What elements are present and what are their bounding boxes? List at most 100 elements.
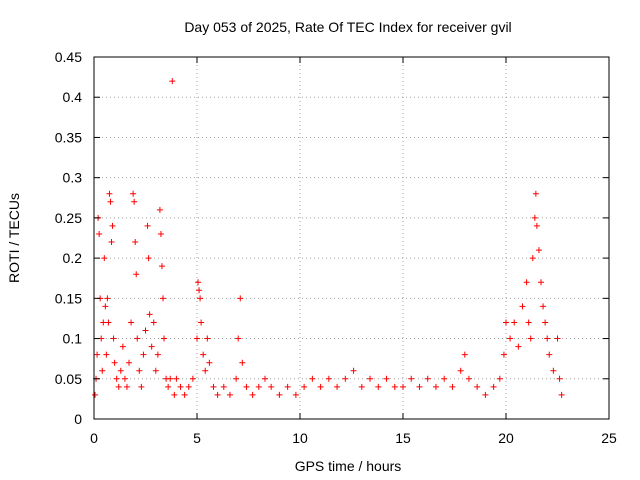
data-point [532,190,539,197]
data-point [119,343,126,350]
data-point [441,375,448,382]
data-point [325,375,332,382]
y-tick-label: 0 [74,411,82,427]
data-point [424,375,431,382]
data-point [196,287,203,294]
data-point [154,351,161,358]
data-point [268,383,275,390]
x-tick-label: 25 [601,430,617,446]
data-point [261,375,268,382]
data-point [461,351,468,358]
data-point [342,375,349,382]
data-point [108,239,115,246]
data-point [358,383,365,390]
data-point [121,375,128,382]
data-point [111,359,118,366]
data-point [496,375,503,382]
data-point [177,383,184,390]
data-point [113,375,120,382]
data-point [391,383,398,390]
data-point [529,255,536,262]
data-point [515,343,522,350]
data-point [383,375,390,382]
data-point [375,383,382,390]
data-point [115,383,122,390]
data-point [169,78,176,85]
data-point [519,303,526,310]
data-point [523,279,530,286]
data-point [157,230,164,237]
data-point [181,391,188,398]
data-point [531,214,538,221]
data-point [284,383,291,390]
data-point [144,222,151,229]
data-point [109,222,116,229]
data-point [110,335,117,342]
data-point [145,255,152,262]
data-point [525,319,532,326]
data-point [317,383,324,390]
data-point [106,190,113,197]
data-point [142,327,149,334]
data-point [490,383,497,390]
data-point [194,335,200,342]
data-point [546,351,553,358]
data-point [556,375,563,382]
y-tick-label: 0.1 [63,331,83,347]
x-tick-label: 20 [498,430,514,446]
data-point [301,383,308,390]
data-point [367,375,374,382]
data-point [206,359,213,366]
data-point [540,303,547,310]
data-point [507,335,514,342]
data-point [558,391,565,398]
data-point [100,319,107,326]
data-point [239,359,246,366]
chart-title: Day 053 of 2025, Rate Of TEC Index for r… [184,19,511,35]
data-point [527,335,534,342]
y-tick-label: 0.2 [63,250,83,266]
data-point [96,230,103,237]
x-tick-label: 15 [395,430,411,446]
data-point [255,383,262,390]
x-tick-label: 5 [193,430,201,446]
data-point [185,383,192,390]
data-point [500,351,507,358]
data-point [92,391,99,398]
data-point [542,319,549,326]
data-points [92,78,565,398]
data-point [533,222,540,229]
data-point [102,303,109,310]
data-point [117,367,124,374]
data-point [350,367,357,374]
data-point [276,391,283,398]
data-point [544,335,551,342]
data-point [249,391,256,398]
grid [94,57,609,419]
data-point [511,319,518,326]
x-tick-label: 10 [292,430,308,446]
data-point [432,383,439,390]
data-point [133,271,140,278]
y-tick-label: 0.25 [55,210,82,226]
data-point [101,255,108,262]
data-point [107,198,114,205]
y-tick-label: 0.35 [55,129,82,145]
data-point [503,319,509,326]
data-point [156,206,163,213]
data-point [237,295,244,302]
data-point [535,247,542,254]
data-point [202,367,209,374]
y-axis-label: ROTI / TECUs [6,193,22,283]
data-point [400,383,406,390]
data-point [550,367,557,374]
data-point [94,351,101,358]
data-point [465,375,472,382]
data-point [134,335,141,342]
data-point [195,279,202,286]
data-point [131,198,138,205]
data-point [130,190,137,197]
data-point [309,375,316,382]
data-point [140,351,147,358]
